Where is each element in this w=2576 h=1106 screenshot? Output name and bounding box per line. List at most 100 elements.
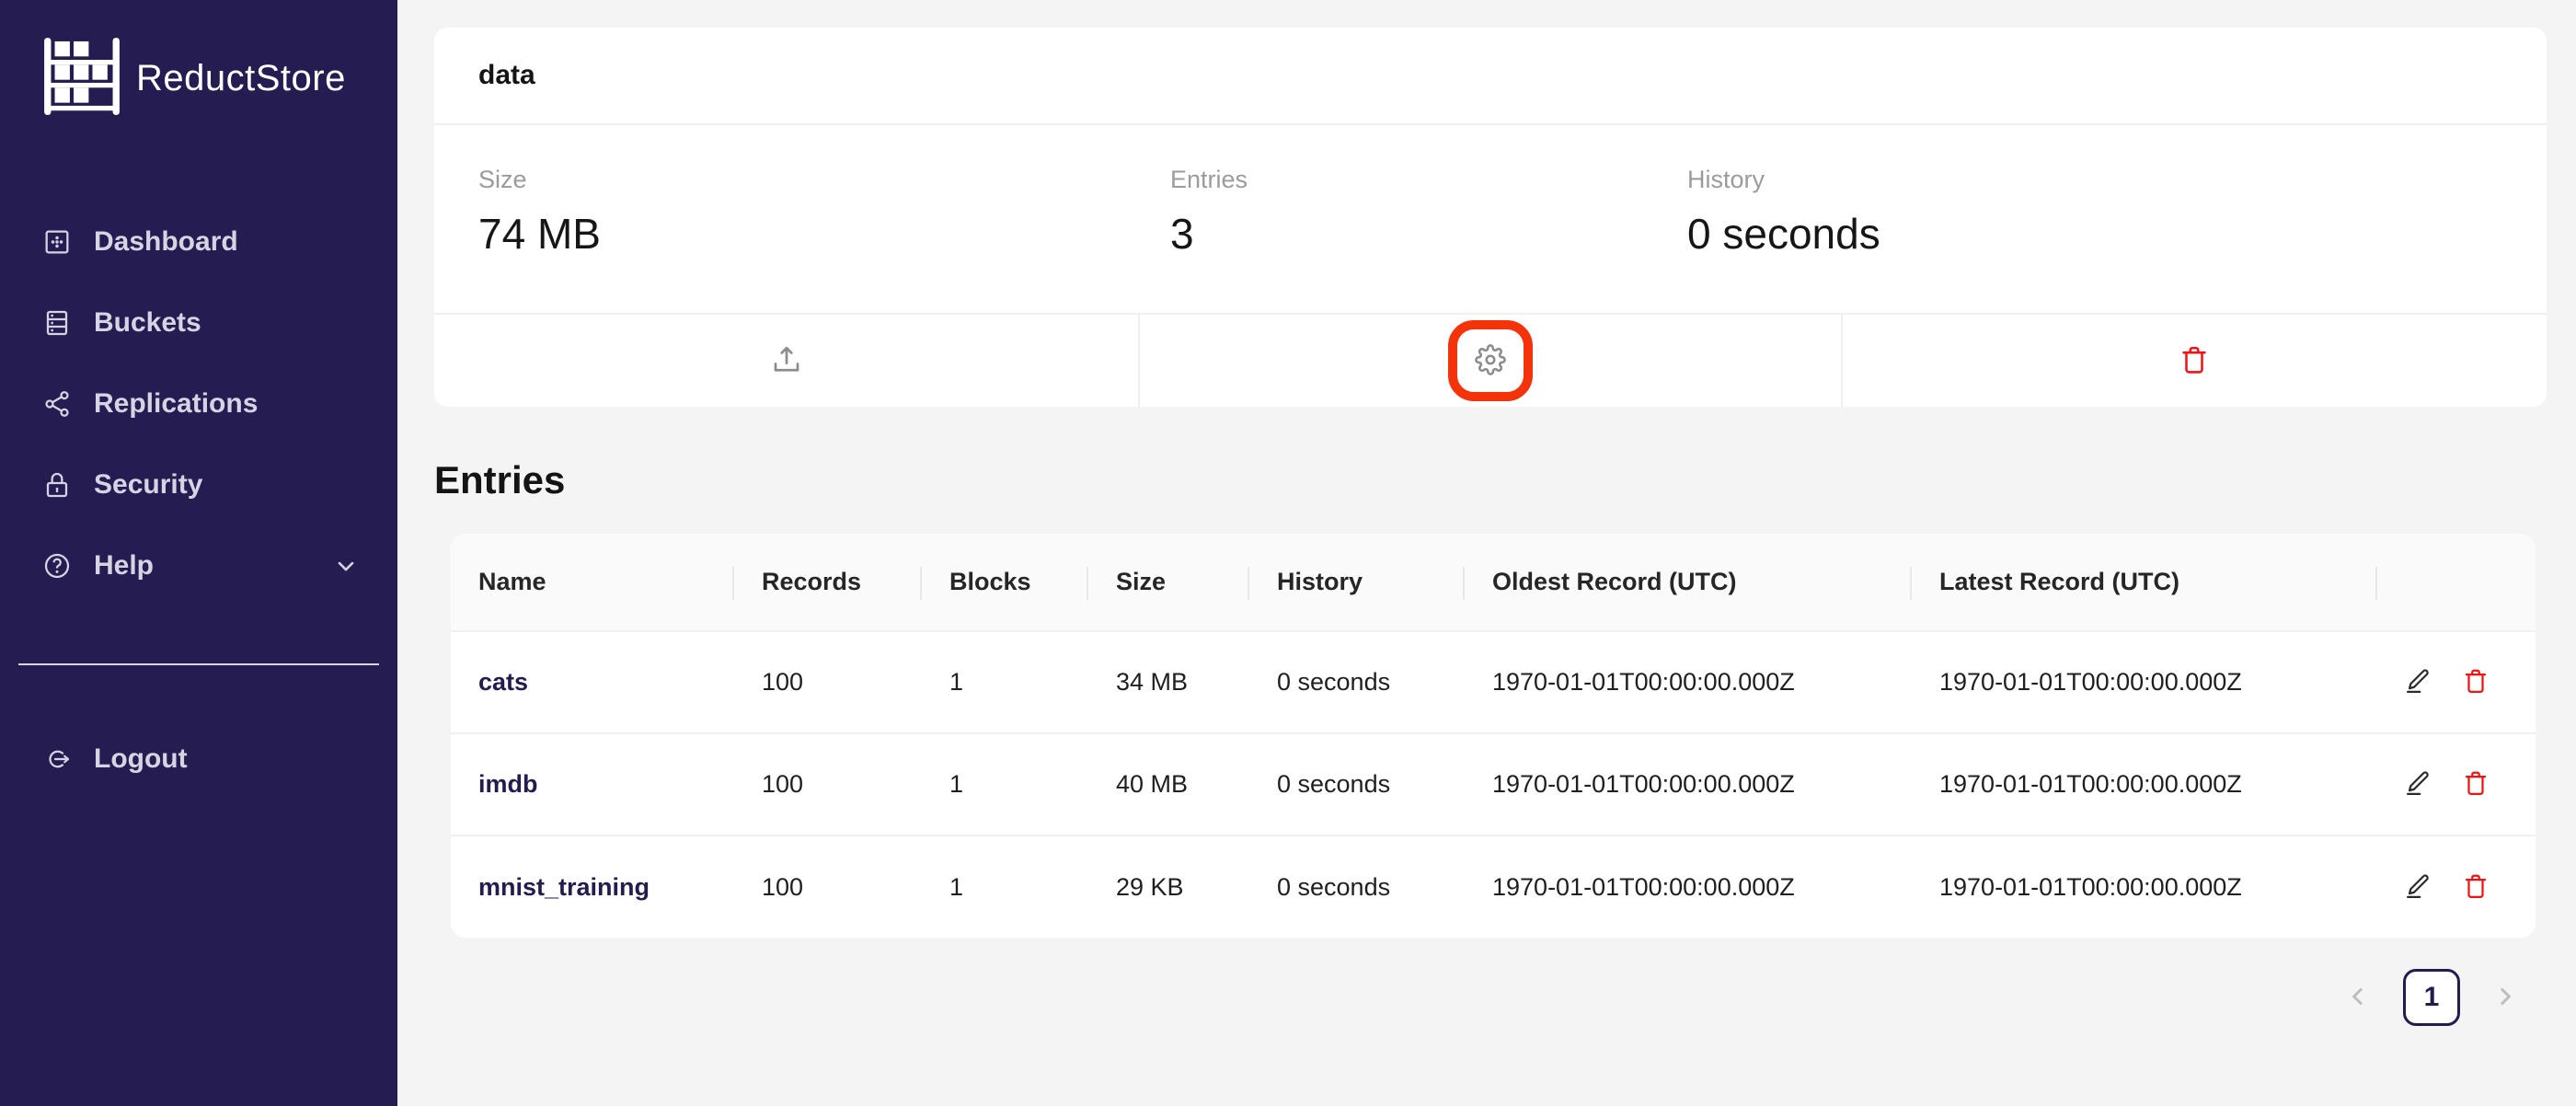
dashboard-icon [42, 227, 72, 257]
sidebar-item-label: Security [94, 469, 203, 500]
help-icon [42, 551, 72, 581]
cell-blocks: 1 [922, 631, 1088, 733]
cell-size: 29 KB [1088, 835, 1249, 938]
cell-blocks: 1 [922, 732, 1088, 835]
table-header-row: Name Records Blocks Size History Oldest … [451, 534, 2536, 632]
settings-button[interactable] [1475, 343, 1506, 378]
sidebar-item-label: Buckets [94, 307, 201, 338]
cell-oldest-record: 1970-01-01T00:00:00.000Z [1465, 631, 1912, 733]
edit-entry-button[interactable] [2405, 872, 2432, 903]
buckets-icon [42, 308, 72, 338]
logout-button[interactable]: Logout [0, 733, 397, 785]
entry-link-mnist-training[interactable]: mnist_training [478, 872, 650, 901]
stat-history: History 0 seconds [1687, 166, 1880, 259]
column-header-blocks: Blocks [922, 534, 1088, 632]
cell-history: 0 seconds [1249, 631, 1465, 733]
sidebar-item-label: Dashboard [94, 226, 238, 257]
column-header-oldest: Oldest Record (UTC) [1465, 534, 1912, 632]
brand[interactable]: ReductStore [0, 0, 397, 121]
edit-pencil-icon [2405, 667, 2432, 697]
edit-pencil-icon [2405, 872, 2432, 903]
cell-size: 40 MB [1088, 732, 1249, 835]
trash-icon [2462, 667, 2490, 697]
cell-size: 34 MB [1088, 631, 1249, 733]
cell-latest-record: 1970-01-01T00:00:00.000Z [1912, 732, 2377, 835]
trash-icon [2462, 872, 2490, 903]
upload-icon [770, 343, 803, 379]
stat-value: 3 [1170, 210, 1194, 258]
bucket-card: data Size 74 MB Entries 3 History 0 seco… [434, 28, 2547, 407]
sidebar-item-dashboard[interactable]: Dashboard [0, 216, 397, 268]
stat-value: 74 MB [478, 210, 601, 258]
replications-icon [42, 389, 72, 419]
edit-pencil-icon [2405, 769, 2432, 800]
bucket-actions [434, 315, 2547, 407]
entries-table: Name Records Blocks Size History Oldest … [451, 534, 2536, 938]
upload-button[interactable] [770, 343, 803, 379]
annotation-highlight [1447, 320, 1533, 401]
logout-label: Logout [94, 743, 188, 774]
sidebar-item-buckets[interactable]: Buckets [0, 297, 397, 349]
chevron-down-icon [333, 553, 359, 579]
prev-page-button[interactable] [2344, 983, 2372, 1013]
main-content: data Size 74 MB Entries 3 History 0 seco… [397, 0, 2576, 1106]
sidebar-item-replications[interactable]: Replications [0, 378, 397, 430]
cell-oldest-record: 1970-01-01T00:00:00.000Z [1465, 732, 1912, 835]
next-page-button[interactable] [2491, 983, 2519, 1013]
edit-entry-button[interactable] [2405, 769, 2432, 800]
delete-entry-button[interactable] [2462, 769, 2490, 800]
entry-link-cats[interactable]: cats [478, 668, 529, 696]
entries-heading: Entries [434, 458, 566, 501]
sidebar-item-label: Replications [94, 388, 259, 419]
cell-history: 0 seconds [1249, 732, 1465, 835]
entries-card: Name Records Blocks Size History Oldest … [451, 534, 2536, 938]
cell-records: 100 [734, 631, 922, 733]
cell-oldest-record: 1970-01-01T00:00:00.000Z [1465, 835, 1912, 938]
cell-blocks: 1 [922, 835, 1088, 938]
page-1-button[interactable]: 1 [2403, 969, 2460, 1026]
sidebar-item-security[interactable]: Security [0, 459, 397, 511]
stat-label: History [1687, 166, 1765, 193]
bucket-title: data [434, 28, 2547, 125]
bucket-stats: Size 74 MB Entries 3 History 0 seconds [434, 125, 2547, 315]
entry-link-imdb[interactable]: imdb [478, 770, 538, 798]
table-row: cats 100 1 34 MB 0 seconds 1970-01-01T00… [451, 631, 2536, 733]
stat-value: 0 seconds [1687, 210, 1880, 258]
column-header-records: Records [734, 534, 922, 632]
cell-records: 100 [734, 732, 922, 835]
sidebar-item-label: Help [94, 550, 155, 581]
delete-bucket-button[interactable] [2179, 344, 2210, 378]
column-header-latest: Latest Record (UTC) [1912, 534, 2377, 632]
column-header-name: Name [451, 534, 734, 632]
cell-latest-record: 1970-01-01T00:00:00.000Z [1912, 631, 2377, 733]
delete-entry-button[interactable] [2462, 872, 2490, 903]
delete-entry-button[interactable] [2462, 667, 2490, 697]
stat-label: Size [478, 166, 527, 193]
gear-icon [1475, 343, 1506, 378]
trash-icon [2462, 769, 2490, 800]
table-row: imdb 100 1 40 MB 0 seconds 1970-01-01T00… [451, 732, 2536, 835]
sidebar-item-help[interactable]: Help [0, 540, 397, 592]
sidebar-menu: Dashboard Buckets [0, 216, 397, 621]
column-header-history: History [1249, 534, 1465, 632]
edit-entry-button[interactable] [2405, 667, 2432, 697]
security-lock-icon [42, 470, 72, 500]
brand-name: ReductStore [136, 58, 346, 98]
column-header-size: Size [1088, 534, 1249, 632]
sidebar-divider [18, 663, 379, 665]
trash-icon [2179, 344, 2210, 378]
cell-history: 0 seconds [1249, 835, 1465, 938]
stat-entries: Entries 3 [1170, 166, 1248, 259]
chevron-left-icon [2344, 983, 2372, 1013]
column-header-actions [2377, 534, 2536, 632]
pagination: 1 [434, 969, 2547, 1026]
cell-latest-record: 1970-01-01T00:00:00.000Z [1912, 835, 2377, 938]
table-row: mnist_training 100 1 29 KB 0 seconds 197… [451, 835, 2536, 938]
sidebar: ReductStore Dashboard [0, 0, 397, 1106]
cell-records: 100 [734, 835, 922, 938]
chevron-right-icon [2491, 983, 2519, 1013]
reductstore-logo-icon [40, 37, 123, 121]
stat-size: Size 74 MB [478, 166, 601, 259]
stat-label: Entries [1170, 166, 1248, 193]
